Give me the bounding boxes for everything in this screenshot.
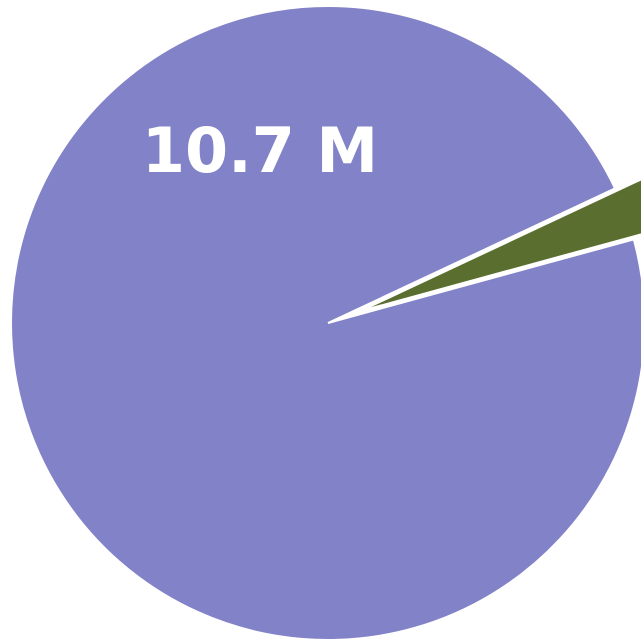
pie-slice-0 [10,5,641,640]
pie-slices [10,5,641,640]
pie-slice-1 [359,178,641,313]
pie-slice-label-0: 10.7 M [142,114,378,187]
pie-labels: 10.7 M [142,114,378,187]
